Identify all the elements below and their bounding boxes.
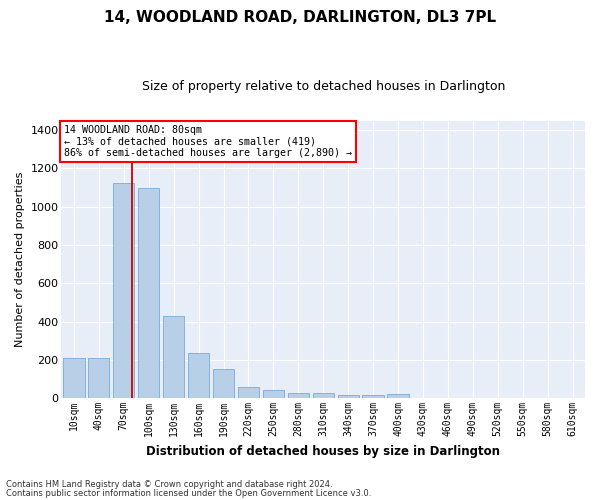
Bar (188, 353, 209, 398)
Bar (64, 358, 85, 398)
Bar (362, 396, 383, 398)
Text: Contains public sector information licensed under the Open Government Licence v3: Contains public sector information licen… (6, 488, 371, 498)
Bar (338, 396, 359, 398)
X-axis label: Distribution of detached houses by size in Darlington: Distribution of detached houses by size … (146, 444, 500, 458)
Bar (163, 316, 184, 398)
Bar (313, 394, 334, 398)
Bar (138, 188, 160, 398)
Bar (88, 358, 109, 398)
Bar (388, 394, 409, 398)
Bar (213, 370, 234, 398)
Bar (113, 183, 134, 398)
Title: Size of property relative to detached houses in Darlington: Size of property relative to detached ho… (142, 80, 505, 93)
Y-axis label: Number of detached properties: Number of detached properties (15, 172, 25, 347)
Bar (288, 394, 309, 398)
Bar (263, 390, 284, 398)
Text: Contains HM Land Registry data © Crown copyright and database right 2024.: Contains HM Land Registry data © Crown c… (6, 480, 332, 489)
Bar (238, 386, 259, 398)
Text: 14 WOODLAND ROAD: 80sqm
← 13% of detached houses are smaller (419)
86% of semi-d: 14 WOODLAND ROAD: 80sqm ← 13% of detache… (64, 124, 352, 158)
Text: 14, WOODLAND ROAD, DARLINGTON, DL3 7PL: 14, WOODLAND ROAD, DARLINGTON, DL3 7PL (104, 10, 496, 25)
